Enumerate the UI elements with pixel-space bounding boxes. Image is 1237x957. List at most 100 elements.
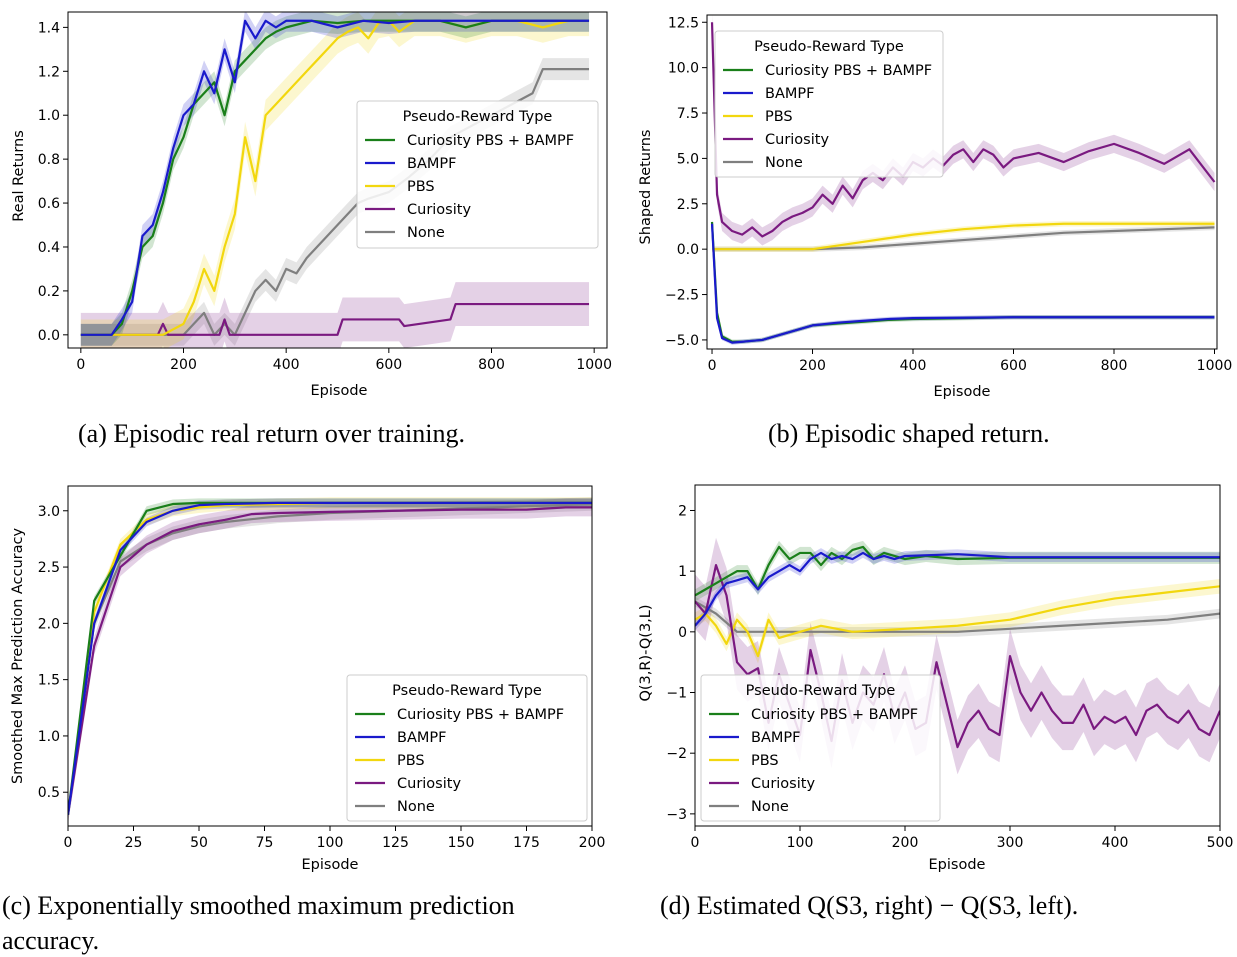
line-d-bampf bbox=[695, 551, 1220, 627]
band-b-curiosity bbox=[712, 15, 1215, 246]
legend-label-a-curiosity: Curiosity bbox=[407, 202, 471, 218]
xtick-label-a: 600 bbox=[375, 357, 402, 373]
xtick-label-a: 1000 bbox=[576, 357, 612, 373]
legend-label-d-bampf: BAMPF bbox=[751, 730, 800, 746]
ytick-label-c: 2.0 bbox=[38, 616, 60, 632]
band-d-none bbox=[695, 596, 1220, 637]
ytick-label-d: −2 bbox=[666, 746, 687, 762]
ytick-label-a: 1.0 bbox=[38, 108, 60, 124]
legend-box-d bbox=[700, 674, 941, 822]
ytick-label-a: 0.4 bbox=[38, 240, 60, 256]
xtick-label-d: 0 bbox=[691, 835, 700, 851]
xtick-label-c: 0 bbox=[64, 835, 73, 851]
legend-c: Pseudo-Reward Type Curiosity PBS + BAMPF B… bbox=[346, 674, 588, 822]
ytick-label-d: −1 bbox=[666, 686, 687, 702]
xtick-label-a: 800 bbox=[478, 357, 505, 373]
legend-label-c-curiosity-pbs-bampf: Curiosity PBS + BAMPF bbox=[397, 707, 564, 723]
series-group-c bbox=[68, 497, 592, 824]
xtick-label-d: 300 bbox=[997, 835, 1024, 851]
axes-frame-a bbox=[67, 11, 608, 349]
band-a-bampf bbox=[80, 12, 590, 346]
xlabel-c: Episode bbox=[302, 857, 359, 873]
xtick-label-a: 200 bbox=[170, 357, 197, 373]
line-b-bampf bbox=[710, 223, 1215, 344]
axes-frame-b bbox=[706, 14, 1218, 350]
ytick-label-d: −3 bbox=[666, 807, 687, 823]
ylabel-b: Shaped Returns bbox=[638, 130, 654, 245]
ytick-label-a: 0.0 bbox=[38, 328, 60, 344]
line-a-curiosity-pbs-bampf bbox=[80, 19, 590, 336]
ytick-label-b: 7.5 bbox=[677, 106, 699, 122]
xtick-label-d: 500 bbox=[1207, 835, 1234, 851]
legend-label-a-bampf: BAMPF bbox=[407, 156, 456, 172]
legend-d: Pseudo-Reward Type Curiosity PBS + BAMPF B… bbox=[700, 674, 941, 822]
legend-label-a-curiosity-pbs-bampf: Curiosity PBS + BAMPF bbox=[407, 133, 574, 149]
legend-label-b-pbs: PBS bbox=[765, 109, 793, 125]
legend-label-c-none: None bbox=[397, 799, 435, 815]
legend-label-c-curiosity: Curiosity bbox=[397, 776, 461, 792]
ytick-label-c: 1.5 bbox=[38, 673, 60, 689]
line-c-curiosity bbox=[68, 506, 592, 815]
plot-area-d: 0 100 200 300 400 500 −3 −2 −1 0 1 2 Pseudo-Reward T… bbox=[666, 484, 1234, 851]
caption-c-line1: (c) Exponentially smoothed maximum predi… bbox=[2, 891, 515, 920]
xtick-label-a: 0 bbox=[76, 357, 85, 373]
legend-title-a: Pseudo-Reward Type bbox=[403, 109, 553, 125]
xtick-label-d: 100 bbox=[787, 835, 814, 851]
xtick-label-b: 600 bbox=[1000, 358, 1027, 374]
line-b-none bbox=[712, 226, 1215, 251]
ytick-label-b: 2.5 bbox=[677, 197, 699, 213]
legend-label-b-bampf: BAMPF bbox=[765, 86, 814, 102]
band-b-pbs bbox=[712, 221, 1215, 252]
xtick-label-b: 200 bbox=[799, 358, 826, 374]
ylabel-a: Real Returns bbox=[11, 130, 27, 222]
xtick-label-d: 200 bbox=[892, 835, 919, 851]
ytick-label-c: 0.5 bbox=[38, 785, 60, 801]
ytick-label-b: 12.5 bbox=[668, 15, 699, 31]
line-b-pbs bbox=[712, 222, 1215, 251]
line-d-none bbox=[695, 600, 1220, 633]
xtick-label-c: 200 bbox=[579, 835, 606, 851]
ytick-label-a: 0.8 bbox=[38, 152, 60, 168]
xlabel-a: Episode bbox=[311, 383, 368, 399]
ytick-label-b: 10.0 bbox=[668, 61, 699, 77]
ytick-label-b: −2.5 bbox=[665, 288, 699, 304]
panel-c: 0 25 50 75 100 125 150 175 200 0.5 1.0 1.5 2.0 2.5 3.0… bbox=[10, 485, 606, 873]
xtick-label-a: 400 bbox=[273, 357, 300, 373]
ytick-label-c: 3.0 bbox=[38, 504, 60, 520]
caption-c-line2: accuracy. bbox=[2, 926, 99, 955]
panel-b: 0 200 400 600 800 1000 −5.0 −2.5 0.0 2.5 5.0 7.5 10.… bbox=[638, 14, 1232, 400]
legend-title-d: Pseudo-Reward Type bbox=[746, 683, 896, 699]
xtick-label-b: 800 bbox=[1101, 358, 1128, 374]
ytick-label-c: 2.5 bbox=[38, 560, 60, 576]
legend-label-d-none: None bbox=[751, 799, 789, 815]
ytick-label-a: 1.4 bbox=[38, 20, 60, 36]
xtick-label-d: 400 bbox=[1102, 835, 1129, 851]
legend-label-c-pbs: PBS bbox=[397, 753, 425, 769]
legend-label-a-pbs: PBS bbox=[407, 179, 435, 195]
xtick-label-c: 150 bbox=[448, 835, 475, 851]
caption-a: (a) Episodic real return over training. bbox=[78, 419, 465, 448]
legend-label-a-none: None bbox=[407, 225, 445, 241]
xtick-label-c: 125 bbox=[382, 835, 409, 851]
xtick-label-b: 0 bbox=[708, 358, 717, 374]
legend-title-b: Pseudo-Reward Type bbox=[754, 39, 904, 55]
plot-area-b: 0 200 400 600 800 1000 −5.0 −2.5 0.0 2.5 5.0 7.5 10.… bbox=[665, 14, 1232, 374]
ytick-label-b: 0.0 bbox=[677, 242, 699, 258]
legend-box-b bbox=[714, 30, 944, 178]
ytick-label-a: 1.2 bbox=[38, 64, 60, 80]
line-d-pbs bbox=[695, 585, 1220, 658]
ytick-label-a: 0.6 bbox=[38, 196, 60, 212]
band-a-pbs bbox=[80, 12, 590, 348]
panel-d: 0 100 200 300 400 500 −3 −2 −1 0 1 2 Pseudo-Reward T… bbox=[638, 484, 1234, 873]
xtick-label-c: 100 bbox=[317, 835, 344, 851]
ytick-label-c: 1.0 bbox=[38, 729, 60, 745]
legend-label-b-none: None bbox=[765, 155, 803, 171]
line-c-none bbox=[68, 502, 592, 815]
caption-d: (d) Estimated Q(S3, right) − Q(S3, left)… bbox=[660, 891, 1078, 920]
caption-b: (b) Episodic shaped return. bbox=[768, 419, 1050, 448]
xtick-label-c: 25 bbox=[125, 835, 143, 851]
ylabel-d: Q(3,R)-Q(3,L) bbox=[638, 604, 654, 701]
ytick-label-d: 0 bbox=[678, 625, 687, 641]
ylabel-c: Smoothed Max Prediction Accuracy bbox=[10, 528, 26, 785]
